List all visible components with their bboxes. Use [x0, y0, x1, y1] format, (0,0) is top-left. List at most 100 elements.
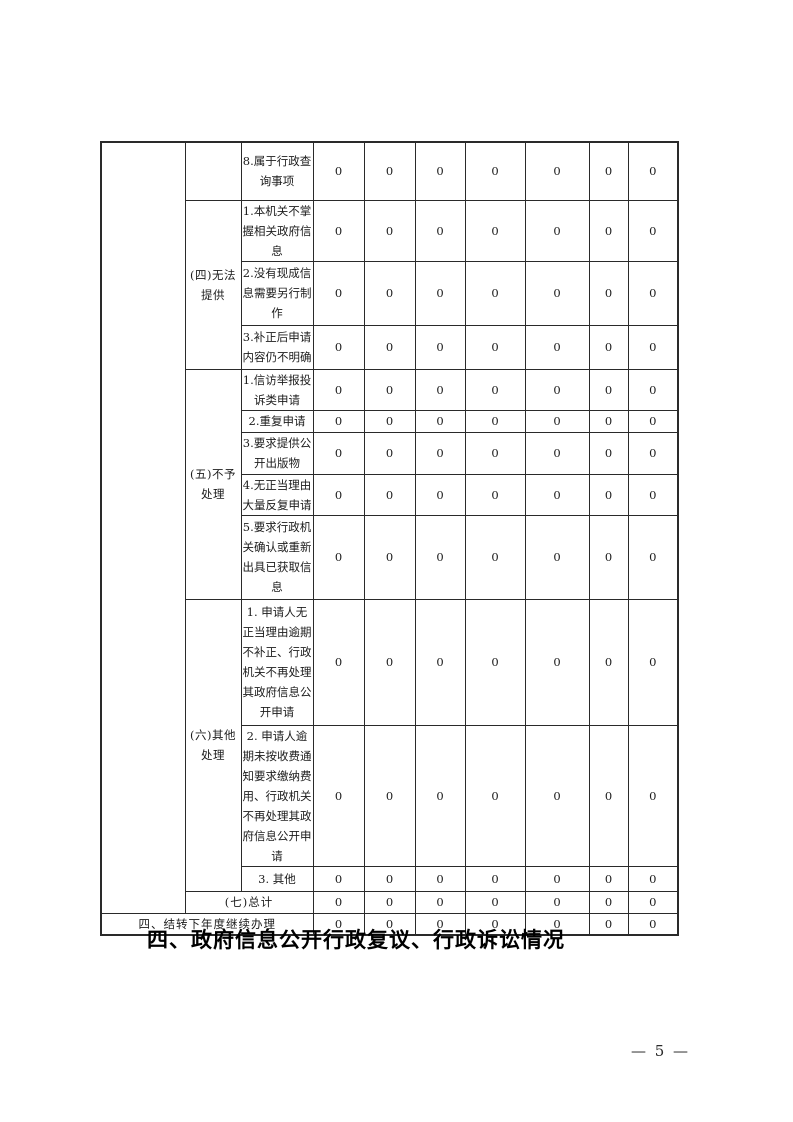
value-cell: 0: [588, 473, 629, 516]
value-cell: 0: [363, 141, 416, 201]
value-cell: 0: [464, 199, 526, 262]
value-cell: 0: [363, 724, 416, 867]
table-row: 4.无正当理由大量反复申请 0 0 0 0 0 0 0: [101, 473, 679, 516]
value-cell: 0: [524, 598, 590, 726]
value-cell: 0: [414, 473, 466, 516]
value-cell: 0: [588, 514, 629, 600]
value-cell: 0: [414, 141, 466, 201]
value-cell: 0: [588, 912, 629, 936]
total-label-cell: (七)总计: [184, 890, 314, 914]
table-row: 四、结转下年度继续办理 0 0 0 0 0 0 0: [100, 912, 679, 936]
table-row: 8.属于行政查询事项 0 0 0 0 0 0 0: [100, 141, 679, 914]
value-cell: 0: [464, 514, 526, 600]
value-cell: 0: [312, 598, 365, 726]
value-cell: 0: [627, 409, 679, 433]
value-cell: 0: [588, 260, 629, 326]
value-cell: 0: [414, 324, 466, 370]
value-cell: 0: [363, 324, 416, 370]
value-cell: 0: [588, 598, 629, 726]
value-cell: 0: [312, 324, 365, 370]
value-cell: 0: [363, 473, 416, 516]
value-cell: 0: [312, 514, 365, 600]
value-cell: 0: [464, 368, 526, 411]
disclosure-statistics-table: 8.属于行政查询事项 0 0 0 0 0 0 0 (四)无法 提供 1.本机关不…: [100, 141, 679, 936]
value-cell: 0: [312, 473, 365, 516]
value-cell: 0: [414, 598, 466, 726]
value-cell: 0: [312, 260, 365, 326]
value-cell: 0: [524, 473, 590, 516]
value-cell: 0: [524, 324, 590, 370]
value-cell: 0: [627, 368, 679, 411]
item-label-cell: 8.属于行政查询事项: [240, 141, 314, 201]
value-cell: 0: [588, 724, 629, 867]
table-row: (四)无法 提供 1.本机关不掌握相关政府信息 0 0 0 0 0 0 0: [101, 199, 679, 370]
section-heading: 四、政府信息公开行政复议、行政诉讼情况: [147, 929, 565, 952]
value-cell: 0: [524, 431, 590, 475]
left-merged-cell: [100, 141, 186, 914]
value-cell: 0: [464, 473, 526, 516]
item-label-cell: 3.补正后申请内容仍不明确: [240, 324, 314, 370]
value-cell: 0: [464, 260, 526, 326]
value-cell: 0: [312, 141, 365, 201]
value-cell: 0: [414, 260, 466, 326]
item-label-cell: 2. 申请人逾期未按收费通知要求缴纳费用、行政机关不再处理其政府信息公开申请: [240, 724, 314, 867]
value-cell: 0: [363, 598, 416, 726]
value-cell: 0: [414, 912, 466, 936]
value-cell: 0: [363, 890, 416, 914]
item-label-cell: 3.要求提供公开出版物: [240, 431, 314, 475]
value-cell: 0: [414, 724, 466, 867]
value-cell: 0: [588, 431, 629, 475]
value-cell: 0: [363, 368, 416, 411]
value-cell: 0: [627, 473, 679, 516]
category-cell-continuation: [184, 141, 242, 201]
value-cell: 0: [464, 324, 526, 370]
value-cell: 0: [312, 409, 365, 433]
value-cell: 0: [363, 514, 416, 600]
value-cell: 0: [588, 324, 629, 370]
item-label-cell: 2.重复申请: [240, 409, 314, 433]
page-number: — 5 —: [630, 1042, 691, 1060]
value-cell: 0: [588, 865, 629, 892]
value-cell: 0: [524, 260, 590, 326]
item-label-cell: 1.信访举报投诉类申请: [240, 368, 314, 411]
value-cell: 0: [588, 890, 629, 914]
value-cell: 0: [414, 409, 466, 433]
table-row: (六)其他 处理 1. 申请人无正当理由逾期不补正、行政机关不再处理其政府信息公…: [101, 598, 679, 892]
value-cell: 0: [312, 199, 365, 262]
value-cell: 0: [312, 724, 365, 867]
item-label-cell: 2.没有现成信息需要另行制作: [240, 260, 314, 326]
value-cell: 0: [627, 260, 679, 326]
value-cell: 0: [414, 199, 466, 262]
value-cell: 0: [524, 141, 590, 201]
value-cell: 0: [414, 431, 466, 475]
value-cell: 0: [627, 724, 679, 867]
value-cell: 0: [627, 890, 679, 914]
value-cell: 0: [627, 865, 679, 892]
value-cell: 0: [627, 199, 679, 262]
value-cell: 0: [627, 324, 679, 370]
value-cell: 0: [464, 141, 526, 201]
item-label-cell: 3. 其他: [240, 865, 314, 892]
category-cell-other-processing: (六)其他 处理: [184, 598, 242, 892]
value-cell: 0: [464, 598, 526, 726]
value-cell: 0: [627, 912, 679, 936]
value-cell: 0: [363, 199, 416, 262]
table-row: 3.补正后申请内容仍不明确 0 0 0 0 0 0 0: [101, 324, 679, 370]
table-row: 2. 申请人逾期未按收费通知要求缴纳费用、行政机关不再处理其政府信息公开申请 0…: [101, 724, 679, 867]
table-row: (五)不予 处理 1.信访举报投诉类申请 0 0 0 0 0 0 0: [101, 368, 679, 600]
value-cell: 0: [627, 598, 679, 726]
value-cell: 0: [588, 199, 629, 262]
value-cell: 0: [312, 431, 365, 475]
value-cell: 0: [588, 368, 629, 411]
item-label-cell: 1.本机关不掌握相关政府信息: [240, 199, 314, 262]
item-label-cell: 4.无正当理由大量反复申请: [240, 473, 314, 516]
category-cell-not-processed: (五)不予 处理: [184, 368, 242, 600]
table-row: 3.要求提供公开出版物 0 0 0 0 0 0 0: [101, 431, 679, 475]
item-label-cell: 1. 申请人无正当理由逾期不补正、行政机关不再处理其政府信息公开申请: [240, 598, 314, 726]
value-cell: 0: [588, 409, 629, 433]
value-cell: 0: [414, 514, 466, 600]
value-cell: 0: [524, 368, 590, 411]
value-cell: 0: [414, 890, 466, 914]
value-cell: 0: [627, 141, 679, 201]
